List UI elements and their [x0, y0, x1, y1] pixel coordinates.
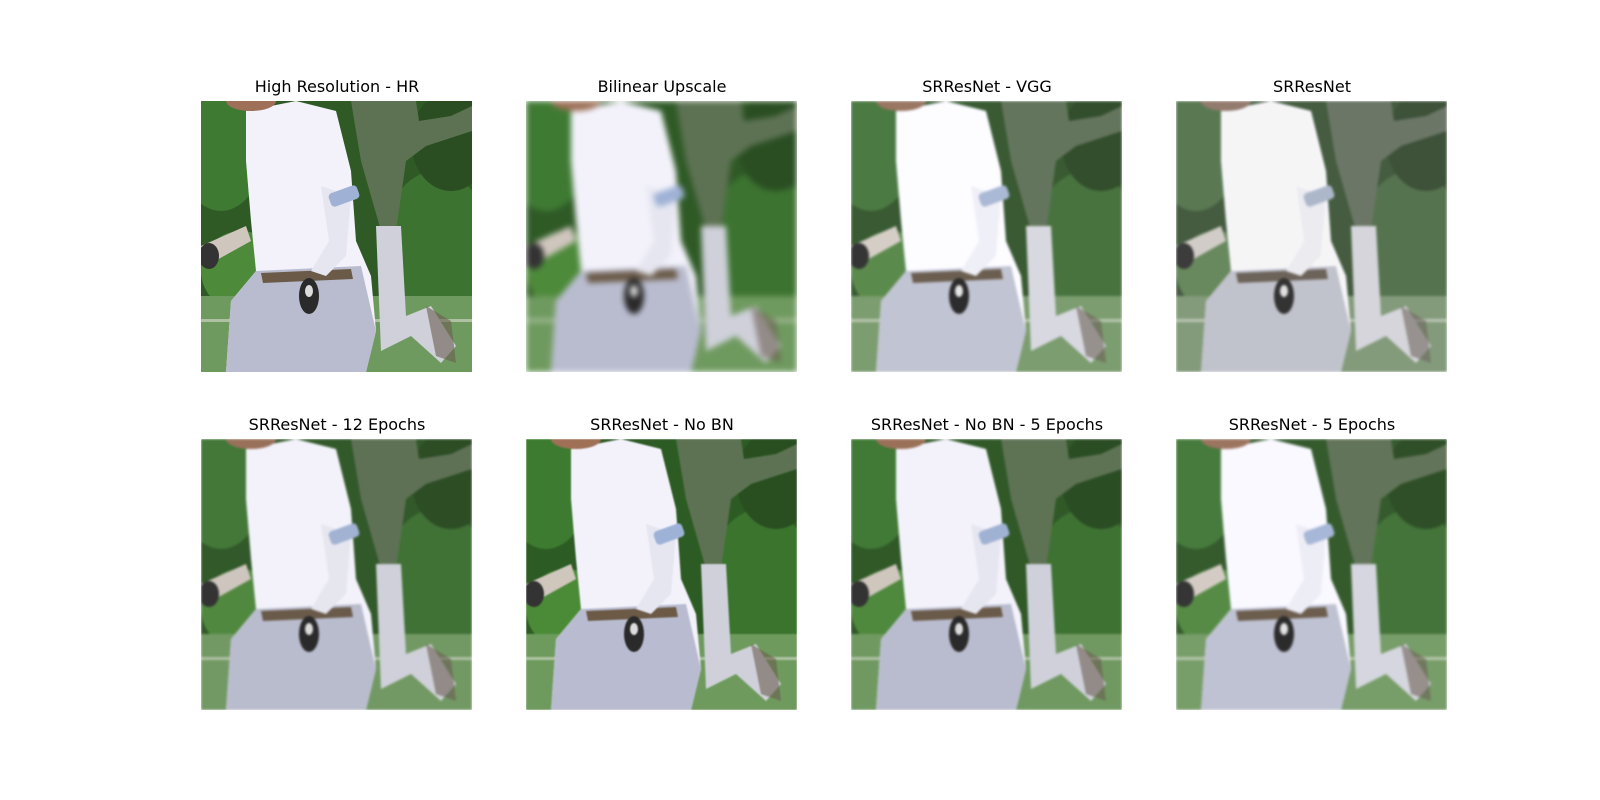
image-panel: [1176, 101, 1447, 372]
image-panel: [201, 439, 472, 710]
panel-title: SRResNet - No BN: [590, 415, 734, 434]
image-panel: [526, 439, 797, 710]
panel-title: SRResNet - VGG: [922, 77, 1052, 96]
image-panel: [526, 101, 797, 372]
image-panel: [1176, 439, 1447, 710]
panel-title: Bilinear Upscale: [597, 77, 727, 96]
panel-title: SRResNet: [1273, 77, 1351, 96]
scene-image: [201, 101, 472, 372]
panel-title: SRResNet - 5 Epochs: [1228, 415, 1396, 434]
scene-image: [201, 439, 472, 710]
scene-image: [851, 101, 1122, 372]
scene-image: [1176, 101, 1447, 372]
image-panel: [851, 101, 1122, 372]
panel-title: High Resolution - HR: [254, 77, 420, 96]
scene-image: [1176, 439, 1447, 710]
panel-title: SRResNet - No BN - 5 Epochs: [870, 415, 1104, 434]
scene-image: [851, 439, 1122, 710]
image-panel: [851, 439, 1122, 710]
image-panel: [201, 101, 472, 372]
panel-title: SRResNet - 12 Epochs: [248, 415, 426, 434]
scene-image: [526, 439, 797, 710]
scene-image: [526, 101, 797, 372]
